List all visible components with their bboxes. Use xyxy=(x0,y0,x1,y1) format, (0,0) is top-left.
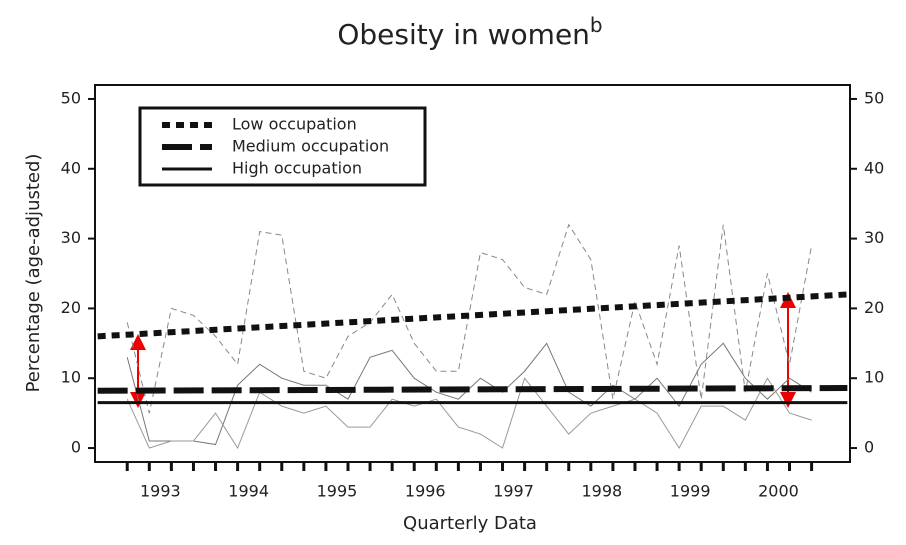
y-tick-label: 40 xyxy=(61,158,81,177)
y2-tick-label: 0 xyxy=(864,438,874,457)
x-tick-label: 1997 xyxy=(493,482,534,501)
x-tick-label: 1999 xyxy=(670,482,711,501)
series-line xyxy=(126,342,812,446)
y-tick-label: 0 xyxy=(71,438,81,457)
y2-tick-label: 30 xyxy=(864,228,884,247)
legend-label: High occupation xyxy=(232,159,362,178)
trend-line xyxy=(97,291,848,340)
title-superscript: b xyxy=(590,13,603,37)
y-tick-label: 20 xyxy=(61,298,81,317)
x-tick-label: 1995 xyxy=(317,482,358,501)
x-axis-label: Quarterly Data xyxy=(403,513,537,534)
series-line xyxy=(126,223,813,414)
x-tick-label: 1993 xyxy=(140,482,181,501)
title-text: Obesity in women xyxy=(337,18,590,51)
legend-label: Medium occupation xyxy=(232,137,389,156)
y-tick-label: 30 xyxy=(61,228,81,247)
x-tick-label: 1994 xyxy=(228,482,269,501)
chart-title: Obesity in womenb xyxy=(337,13,602,52)
y-axis-label: Percentage (age-adjusted) xyxy=(23,154,44,393)
y2-tick-label: 20 xyxy=(864,298,884,317)
x-tick-label: 1998 xyxy=(582,482,623,501)
y-tick-label: 50 xyxy=(61,88,81,107)
x-tick-label: 1996 xyxy=(405,482,446,501)
legend: Low occupation Medium occupation High occu… xyxy=(138,106,427,187)
plot-frame xyxy=(94,84,851,463)
series-line xyxy=(126,377,812,450)
legend-label: Low occupation xyxy=(232,115,357,134)
x-tick-label: 2000 xyxy=(758,482,799,501)
y2-tick-label: 50 xyxy=(864,88,884,107)
trend-line xyxy=(97,384,848,394)
y2-tick-label: 10 xyxy=(864,368,884,387)
y2-tick-label: 40 xyxy=(864,158,884,177)
y-tick-label: 10 xyxy=(61,368,81,387)
